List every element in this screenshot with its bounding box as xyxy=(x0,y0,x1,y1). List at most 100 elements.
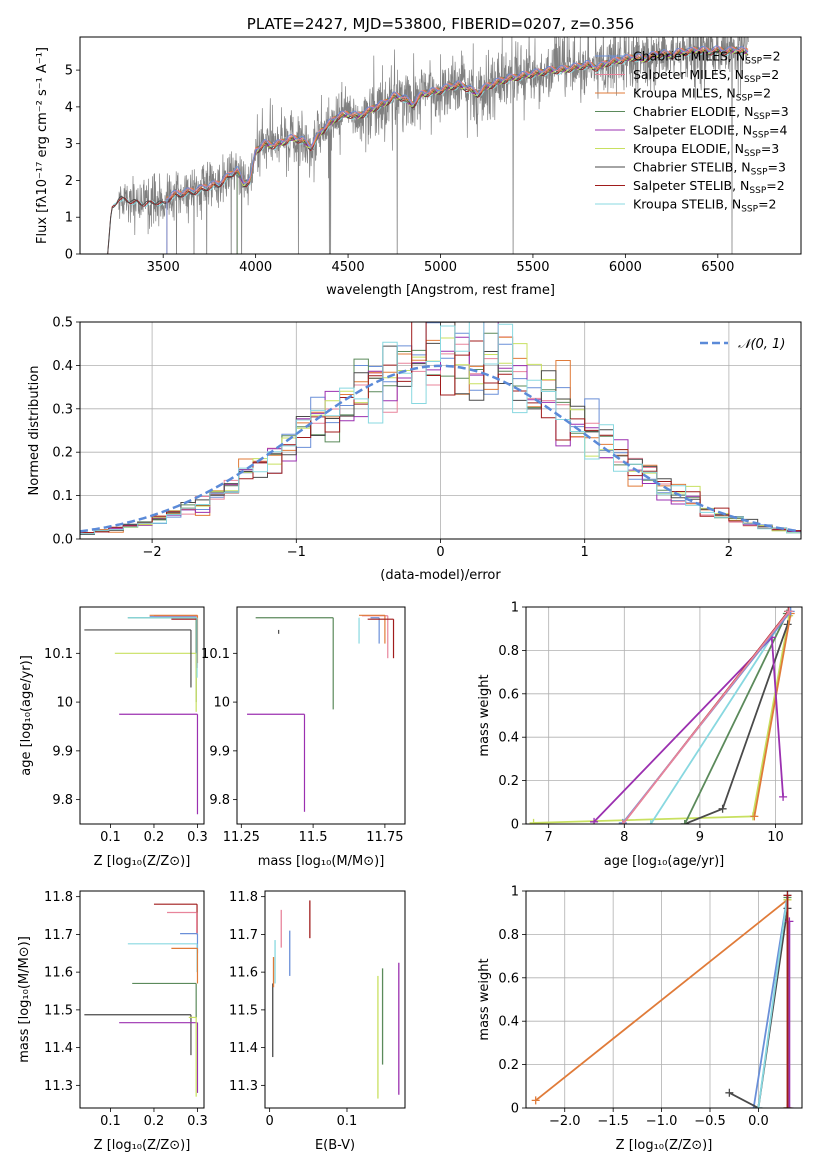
x-tick-label: 0.1 xyxy=(100,830,121,845)
y-tick-label: 0.1 xyxy=(52,489,73,504)
y-axis-label: mass [log₁₀(M/M⊙)] xyxy=(17,936,32,1063)
y-tick-label: 0.8 xyxy=(498,928,519,943)
weight-marker xyxy=(531,1096,540,1105)
weight-marker xyxy=(646,820,655,824)
legend-label: Kroupa STELIB, N xyxy=(633,197,741,212)
y-tick-label: 10 xyxy=(56,696,73,711)
x-tick-label: 3500 xyxy=(147,260,180,275)
weight-marker xyxy=(618,820,627,824)
x-tick-label: 0.0 xyxy=(748,1114,769,1129)
gaussian-curve xyxy=(80,364,799,533)
x-tick-label: 4000 xyxy=(239,260,272,275)
x-tick-label: 4500 xyxy=(332,260,365,275)
y-tick-label: 0.2 xyxy=(52,446,73,461)
chart-title: PLATE=2427, MJD=53800, FIBERID=0207, z=0… xyxy=(247,15,634,33)
x-tick-label: −1 xyxy=(287,545,306,560)
y-tick-label: 0.4 xyxy=(498,731,519,746)
plot-area-mass_weight_vs_age xyxy=(526,607,802,824)
x-axis-label: E(B-V) xyxy=(315,1138,355,1153)
y-tick-label: 0.4 xyxy=(52,359,73,374)
weight-marker xyxy=(680,820,689,824)
legend-suffix: =3 xyxy=(761,141,779,156)
x-axis-label: mass [log₁₀(M/M⊙)] xyxy=(258,854,385,869)
legend-subscript: SSP xyxy=(736,94,753,104)
y-axis-label: Flux [fλ10⁻¹⁷ erg cm⁻² s⁻¹ A⁻¹] xyxy=(35,47,50,244)
y-tick-label: 0.4 xyxy=(498,1015,519,1030)
y-axis-label: mass weight xyxy=(477,674,492,756)
y-tick-label: 3 xyxy=(65,137,73,152)
legend-label: Salpeter STELIB, N xyxy=(633,178,749,193)
legend-entry: Salpeter ELODIE, NSSP=4 xyxy=(633,123,788,141)
x-tick-label: 9 xyxy=(696,830,704,845)
x-tick-label: 0.2 xyxy=(144,1114,165,1129)
x-tick-label: 11.75 xyxy=(366,830,403,845)
weight-line-kroupa-stelib xyxy=(650,610,790,824)
weight-line-kroupa-miles xyxy=(535,898,789,1102)
legend-label: Salpeter MILES, N xyxy=(633,67,744,82)
model-line-chabrier-miles xyxy=(166,45,749,254)
y-tick-label: 4 xyxy=(65,100,73,115)
legend-subscript: SSP xyxy=(753,112,770,122)
x-axis-label: age [log₁₀(age/yr)] xyxy=(604,854,725,869)
chart-spectrum: 3500 4000 4500 5000 5500 6000 6500 0 1 2 3 4 5 PLATE=… xyxy=(35,15,802,298)
legend-suffix: =2 xyxy=(766,178,784,193)
x-tick-label: 7 xyxy=(545,830,553,845)
weight-marker xyxy=(785,607,794,616)
legend-entry: Salpeter STELIB, NSSP=2 xyxy=(633,178,785,196)
legend-entry: Salpeter MILES, NSSP=2 xyxy=(633,67,779,85)
x-axis-label: Z [log₁₀(Z/Z⊙)] xyxy=(94,854,191,869)
x-tick-label: 0.3 xyxy=(187,830,208,845)
y-tick-label: 5 xyxy=(65,64,73,79)
chart-mass_weight_vs_age: 7 8 9 10 0 0.2 0.4 0.6 0.8 1 age [log₁₀(age/yr)] ma… xyxy=(477,601,803,869)
plot-area-age_vs_Z xyxy=(84,614,199,815)
y-tick-label: 11.8 xyxy=(44,890,73,905)
y-tick-label: 1 xyxy=(65,211,73,226)
x-axis-label: Z [log₁₀(Z/Z⊙)] xyxy=(94,1138,191,1153)
x-axis-label: wavelength [Angstrom, rest frame] xyxy=(326,283,555,298)
y-tick-label: 1 xyxy=(511,601,519,616)
x-tick-label: 0 xyxy=(266,1114,274,1129)
legend-entry: Chabrier MILES, NSSP=2 xyxy=(633,49,781,67)
weight-line-salpeter-miles xyxy=(622,610,790,824)
x-tick-label: 11.5 xyxy=(299,830,328,845)
legend-label: Chabrier ELODIE, N xyxy=(633,104,753,119)
y-tick-label: 2 xyxy=(65,174,73,189)
y-axis-label: Normed distribution xyxy=(27,366,42,496)
legend-suffix: =2 xyxy=(762,49,780,64)
y-tick-label: 0 xyxy=(511,1102,519,1117)
y-tick-label: 9.8 xyxy=(52,793,73,808)
legend-entry: Kroupa ELODIE, NSSP=3 xyxy=(633,141,779,159)
x-tick-label: 10 xyxy=(767,830,784,845)
legend-entry: Chabrier STELIB, NSSP=3 xyxy=(633,160,786,178)
axes-frame xyxy=(79,36,802,255)
axes-frame xyxy=(525,606,803,825)
y-tick-label: 11.5 xyxy=(44,1003,73,1018)
y-tick-label: 0.2 xyxy=(498,774,519,789)
y-tick-label: 0.8 xyxy=(498,644,519,659)
weight-line-kroupa-miles xyxy=(753,613,792,817)
y-tick-label: 0.6 xyxy=(498,687,519,702)
weight-marker xyxy=(783,891,792,900)
axes-frame xyxy=(79,890,205,1109)
y-tick-label: 0.2 xyxy=(498,1058,519,1073)
plot-area-mass_vs_Z xyxy=(84,903,199,1097)
weight-marker xyxy=(750,812,759,821)
y-tick-label: 11.3 xyxy=(229,1079,258,1094)
y-tick-label: 11.7 xyxy=(44,928,73,943)
legend-label: Salpeter ELODIE, N xyxy=(633,123,752,138)
legend-entry: 𝒩(0, 1) xyxy=(738,337,785,352)
plot-area-residuals xyxy=(80,322,801,539)
model-line-salpeter-miles xyxy=(166,45,749,254)
y-tick-label: 11.4 xyxy=(229,1041,258,1056)
y-tick-label: 10 xyxy=(213,696,230,711)
plot-area-spectrum xyxy=(107,37,749,254)
y-tick-label: 11.7 xyxy=(229,928,258,943)
legend-suffix: =2 xyxy=(753,86,771,101)
chart-residuals: −2 −1 0 1 2 0.0 0.1 0.2 0.3 0.4 0.5 (data-model)/er… xyxy=(27,316,802,583)
legend-subscript: SSP xyxy=(751,168,768,178)
legend-subscript: SSP xyxy=(741,205,758,215)
legend-entry: Kroupa MILES, NSSP=2 xyxy=(633,86,771,104)
x-tick-label: 6500 xyxy=(701,260,734,275)
axes-frame xyxy=(79,321,802,540)
weight-line-chabrier-elodie xyxy=(683,613,788,824)
